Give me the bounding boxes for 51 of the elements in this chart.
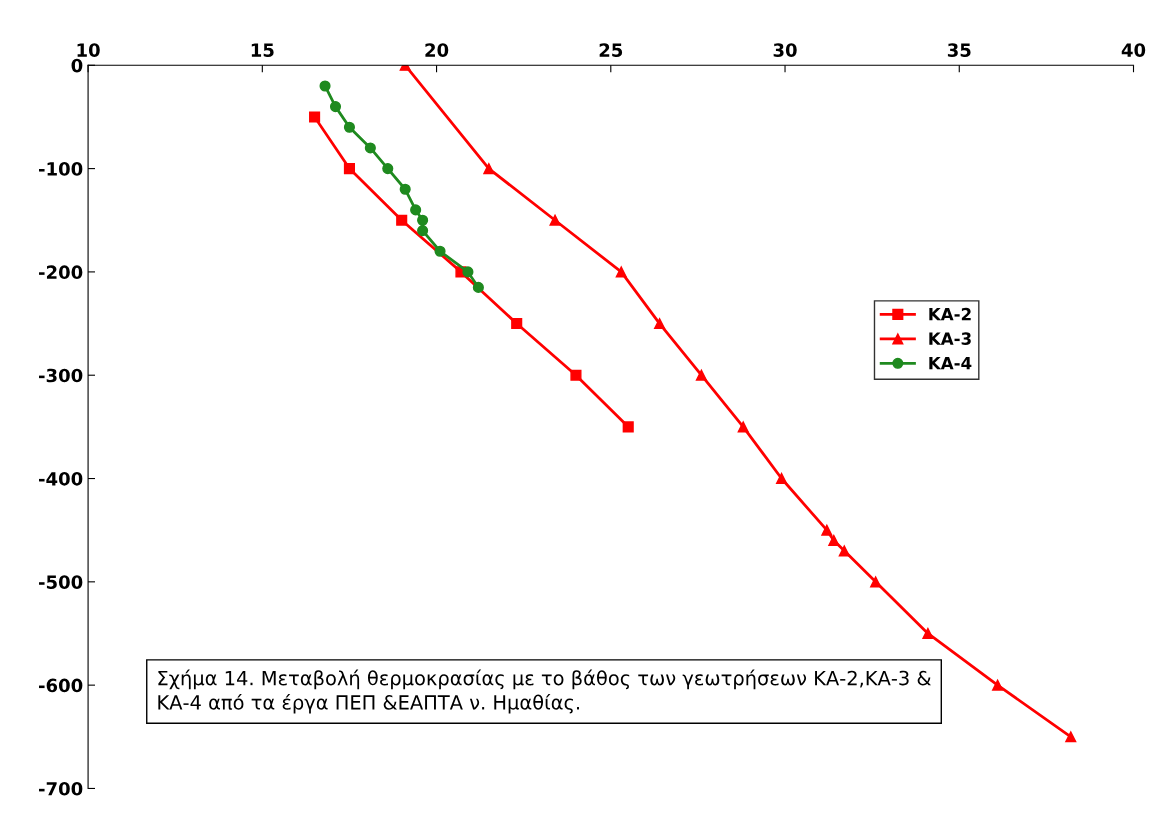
point <box>737 421 749 433</box>
x-tick-label: 10 <box>77 43 100 57</box>
point <box>821 524 833 536</box>
point <box>775 472 788 485</box>
y-tick-label: -400 <box>39 471 83 486</box>
point <box>695 369 707 381</box>
point <box>329 101 342 113</box>
legend-label: KA-4 <box>929 357 972 370</box>
point <box>472 281 484 293</box>
y-tick-label: -500 <box>39 575 83 589</box>
y-tick-label: -300 <box>39 368 83 383</box>
point <box>319 80 331 92</box>
point <box>570 369 582 381</box>
x-tick-label: 30 <box>773 43 797 57</box>
point <box>343 121 355 133</box>
point <box>922 627 934 640</box>
point <box>462 266 474 278</box>
point <box>870 576 882 588</box>
x-tick-label: 35 <box>947 43 971 57</box>
point <box>615 266 627 278</box>
x-tick-label: 20 <box>425 43 449 57</box>
point <box>828 534 840 547</box>
point <box>410 204 422 216</box>
point <box>309 111 321 123</box>
y-tick-label: 0 <box>71 58 83 73</box>
point <box>434 245 446 257</box>
point <box>399 183 411 195</box>
legend-label: KA-2 <box>929 307 971 321</box>
y-tick-label: -600 <box>39 678 83 693</box>
point <box>364 142 376 154</box>
annotation: Σχήμα 14. Μεταβολή θερμοκρασίας με το βάθος των γεωτρήσεων ΚΑ-2,ΚΑ-3 & ΚΑ-4 από τα έργα ΠΕΠ &ΕΑΠΤΑ ν. Ημαθίας. <box>158 669 931 714</box>
point <box>483 163 495 175</box>
x-tick-label: 15 <box>251 43 274 57</box>
x-tick-label: 25 <box>599 43 623 57</box>
point <box>382 163 394 175</box>
point <box>511 318 523 330</box>
point <box>417 214 429 226</box>
point <box>396 214 408 226</box>
x-tick-label: 40 <box>1121 43 1146 57</box>
point <box>343 163 355 175</box>
point <box>622 421 634 433</box>
point <box>417 225 429 237</box>
y-tick-label: -700 <box>39 781 83 796</box>
y-tick-label: -100 <box>39 162 83 176</box>
point <box>838 545 850 557</box>
point <box>654 318 666 330</box>
point <box>549 214 561 226</box>
legend-label: KA-3 <box>929 332 971 345</box>
point <box>992 679 1004 691</box>
point <box>1065 731 1077 743</box>
y-tick-label: -200 <box>39 265 83 280</box>
